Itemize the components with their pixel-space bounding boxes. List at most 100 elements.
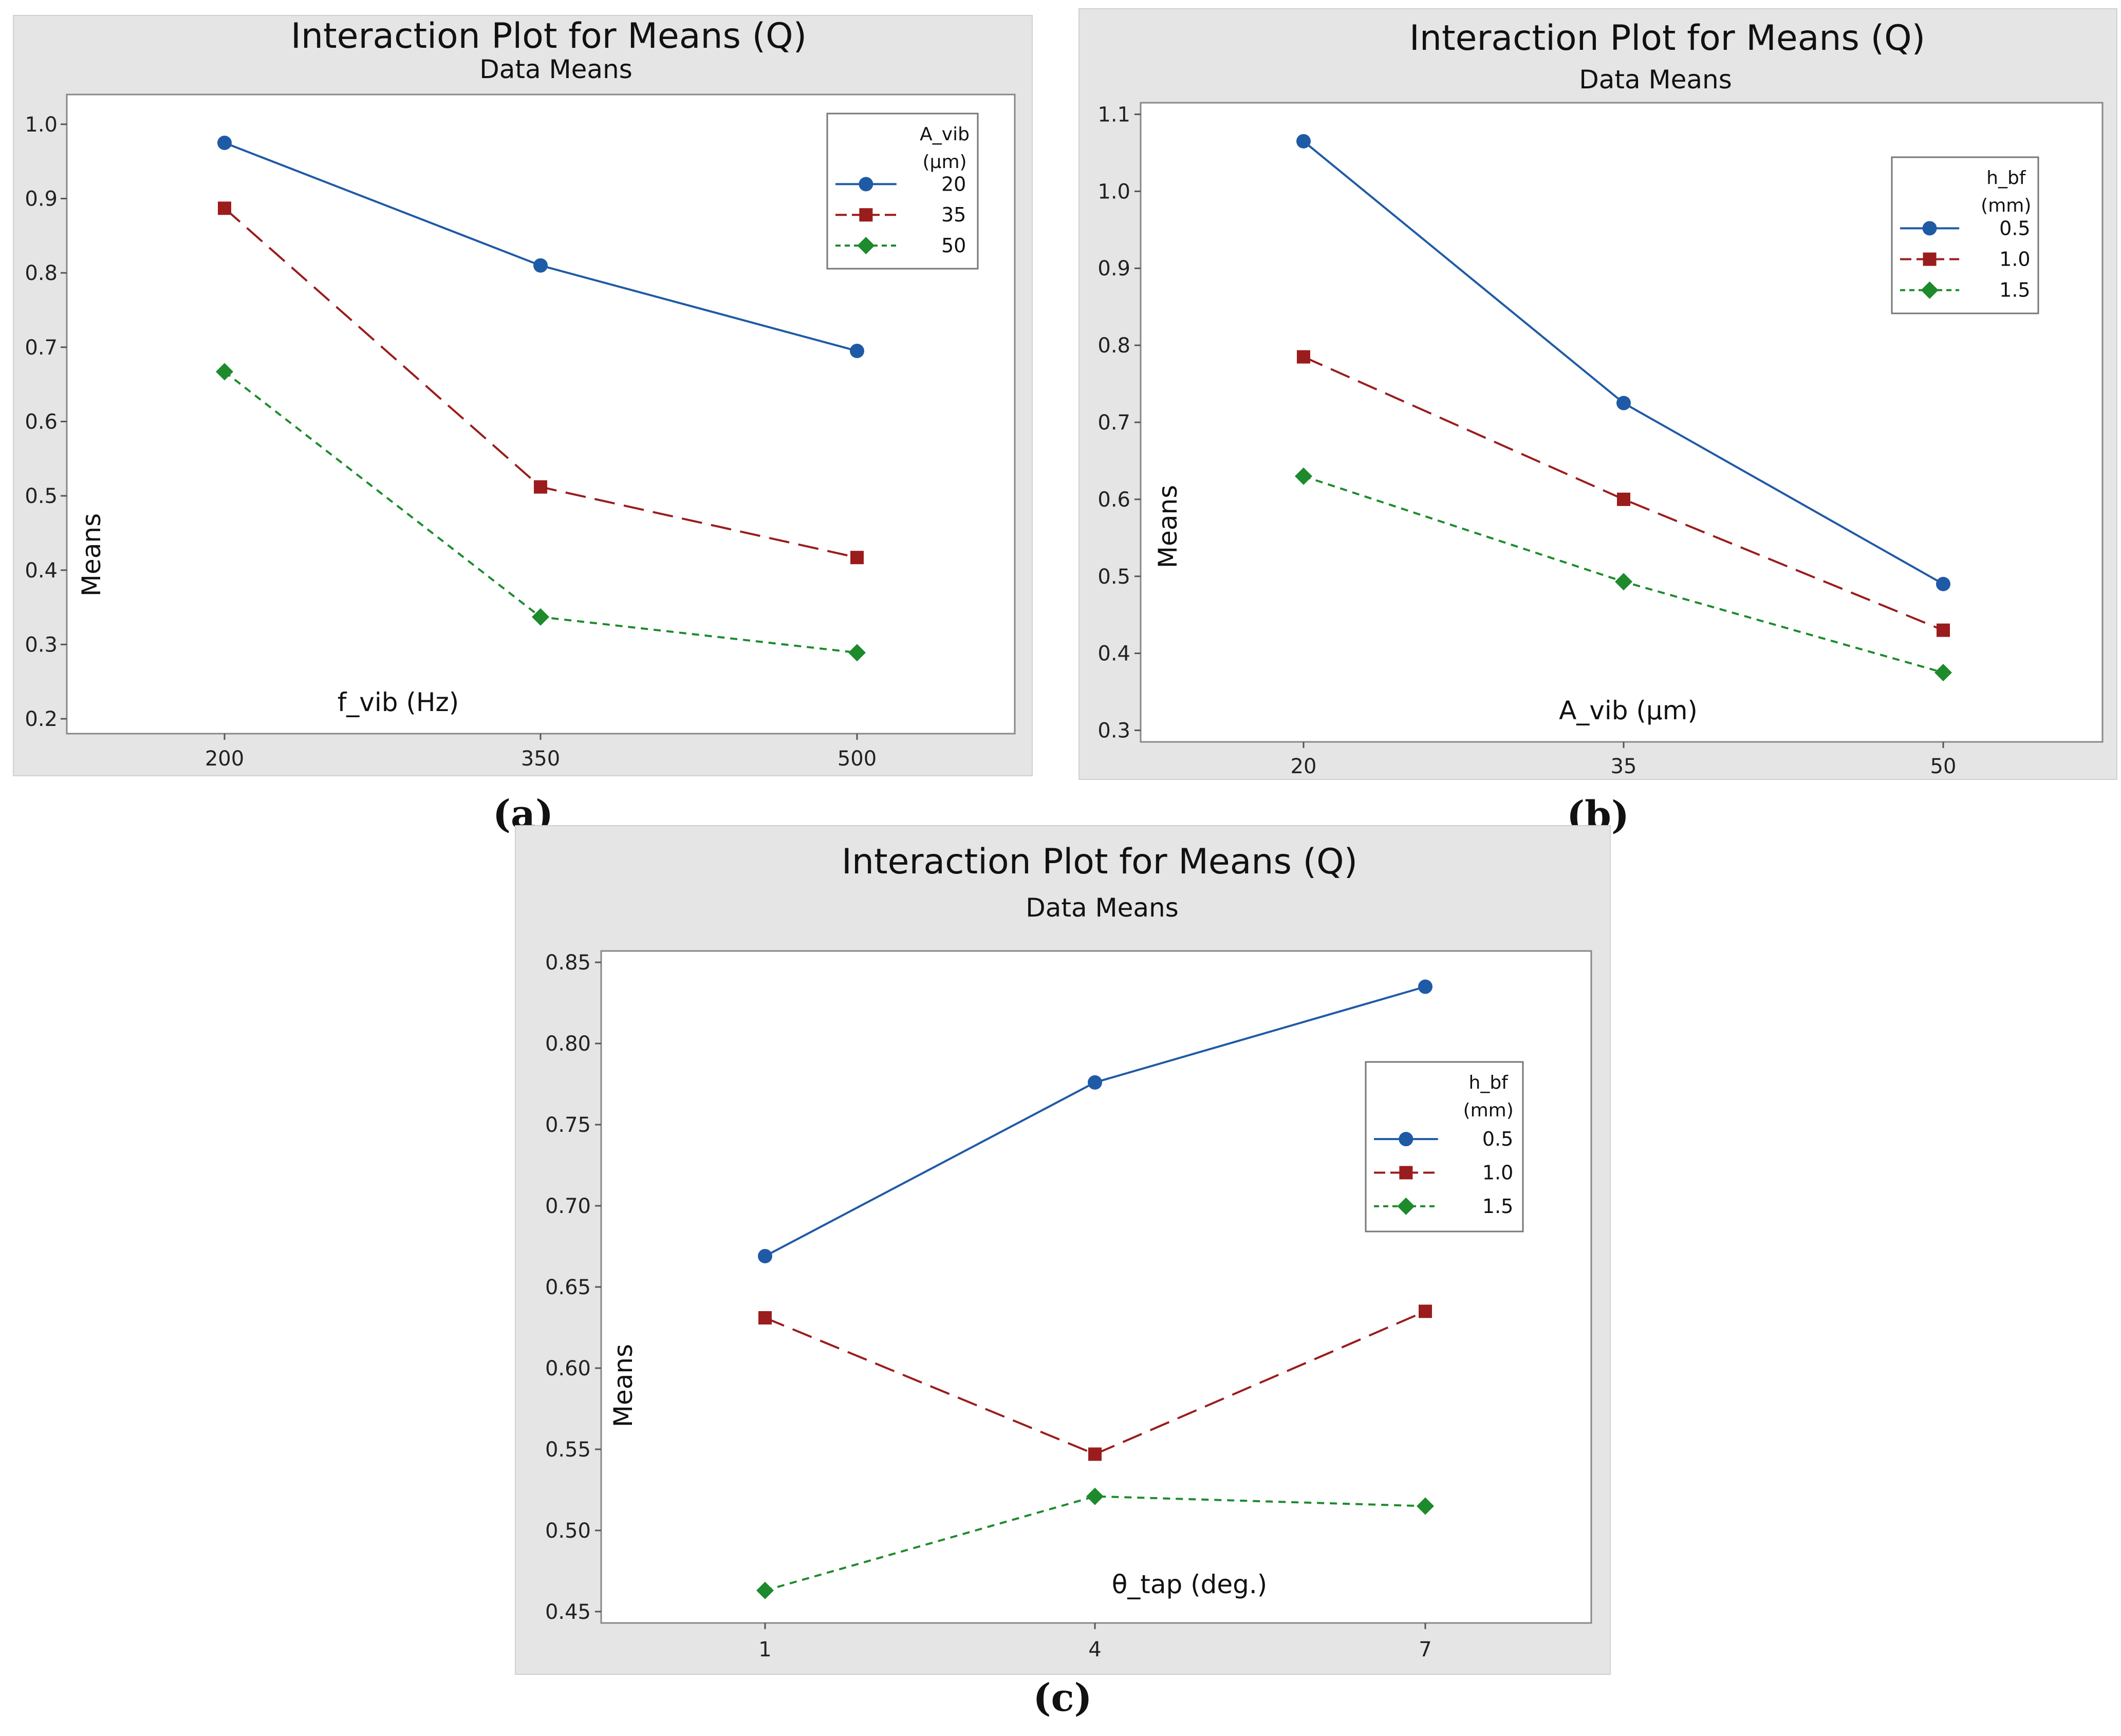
chart-3: Interaction Plot for Means (Q) Data Means…	[515, 825, 1611, 1675]
y-tick-label: 0.6	[25, 410, 58, 434]
data-point	[217, 136, 232, 151]
x-tick-label: 500	[838, 747, 877, 771]
y-tick-label: 0.9	[1097, 257, 1130, 281]
legend-entry-label: 35	[941, 203, 966, 226]
data-point	[534, 480, 547, 494]
chart-title: Interaction Plot for Means (Q)	[1409, 18, 1925, 59]
y-tick-label: 1.1	[1097, 103, 1130, 126]
legend-box	[1891, 156, 2039, 314]
data-point	[850, 551, 864, 565]
legend-marker	[1399, 1166, 1413, 1180]
legend-marker	[1923, 252, 1937, 266]
legend-marker	[1399, 1132, 1413, 1147]
data-point	[1418, 979, 1432, 994]
y-axis-label: Means	[1153, 485, 1183, 568]
chart-1: Interaction Plot for Means (Q)Data Means…	[13, 15, 1033, 776]
y-axis-label: Means	[608, 1344, 638, 1427]
y-tick-label: 0.5	[1097, 565, 1130, 589]
y-tick-label: 0.85	[545, 951, 591, 975]
legend-unit: (µm)	[923, 152, 967, 173]
data-point	[848, 644, 866, 662]
data-point	[1419, 1304, 1432, 1318]
legend-entry-label: 1.0	[1999, 248, 2030, 271]
y-tick-label: 0.3	[1097, 719, 1130, 743]
legend-entry-label: 1.0	[1482, 1161, 1513, 1184]
x-tick-label: 200	[205, 747, 244, 771]
y-tick-label: 0.70	[545, 1194, 591, 1218]
y-tick-label: 0.55	[545, 1438, 591, 1462]
x-tick-label: 4	[1088, 1638, 1101, 1662]
chart-subtitle: Data Means	[479, 54, 632, 84]
data-point	[1295, 467, 1312, 485]
data-point	[756, 1581, 774, 1599]
legend: h_bf (mm) 0.5 1.0 1.5	[1365, 1061, 1524, 1233]
legend-entry-label: 1.5	[1482, 1195, 1513, 1218]
legend-box	[826, 113, 979, 270]
legend-marker	[857, 237, 875, 255]
y-tick-label: 0.7	[1097, 411, 1130, 435]
legend-box	[1365, 1061, 1524, 1233]
series-line-1.0	[1303, 356, 1944, 631]
legend-marker	[1922, 221, 1937, 236]
y-tick-label: 0.5	[25, 484, 58, 508]
y-tick-label: 1.0	[1097, 180, 1130, 203]
y-tick-label: 0.7	[25, 336, 58, 360]
legend-title: h_bf	[1986, 167, 2026, 189]
legend-marker	[859, 208, 873, 222]
legend-marker	[859, 177, 873, 192]
data-point	[216, 363, 233, 381]
y-axis-label: Means	[77, 513, 106, 596]
data-point	[1086, 1487, 1104, 1505]
y-tick-label: 0.60	[545, 1357, 591, 1380]
series-line-1.0	[765, 1310, 1426, 1455]
data-point	[1617, 492, 1630, 506]
data-point	[1088, 1075, 1102, 1090]
data-point	[1934, 664, 1952, 682]
y-tick-label: 0.2	[25, 707, 58, 731]
data-point	[1417, 1497, 1434, 1515]
legend-marker	[1921, 281, 1939, 299]
x-axis-label: A_vib (µm)	[1559, 696, 1698, 725]
data-point	[218, 201, 231, 215]
legend-entry-label: 50	[941, 234, 966, 257]
x-tick-label: 7	[1419, 1638, 1431, 1662]
data-point	[758, 1311, 772, 1325]
legend-entry-label: 1.5	[1999, 279, 2030, 302]
legend-title: h_bf	[1469, 1072, 1509, 1093]
chart-title: Interaction Plot for Means (Q)	[842, 842, 1357, 882]
panel-label: (c)	[1033, 1676, 1092, 1720]
data-point	[1936, 576, 1950, 591]
y-tick-label: 0.9	[25, 188, 58, 211]
x-tick-label: 350	[521, 747, 560, 771]
chart-title: Interaction Plot for Means (Q)	[291, 16, 807, 57]
y-tick-label: 0.80	[545, 1032, 591, 1056]
plot-area	[600, 950, 1592, 1624]
data-point	[1615, 573, 1632, 591]
chart-subtitle: Data Means	[1026, 893, 1179, 923]
data-point	[532, 608, 549, 626]
y-tick-label: 0.4	[25, 559, 58, 583]
data-point	[533, 258, 548, 273]
x-tick-label: 1	[758, 1638, 771, 1662]
x-axis-label: θ_tap (deg.)	[1112, 1570, 1268, 1599]
y-tick-label: 0.45	[545, 1600, 591, 1624]
y-tick-label: 0.65	[545, 1276, 591, 1299]
chart-subtitle: Data Means	[1579, 65, 1732, 95]
data-point	[1616, 396, 1631, 410]
x-axis-label: f_vib (Hz)	[338, 687, 459, 717]
legend-entry-label: 0.5	[1999, 217, 2030, 239]
y-tick-label: 0.4	[1097, 642, 1130, 666]
data-point	[850, 344, 864, 359]
y-tick-label: 0.8	[25, 262, 58, 285]
legend-unit: (mm)	[1981, 195, 2031, 216]
legend: A_vib (µm)20 35 50	[826, 113, 979, 270]
y-tick-label: 0.8	[1097, 334, 1130, 358]
x-tick-label: 35	[1611, 755, 1637, 778]
legend-entry-label: 0.5	[1482, 1128, 1513, 1150]
data-point	[1088, 1447, 1102, 1461]
y-tick-label: 1.0	[25, 113, 58, 137]
x-tick-label: 20	[1291, 755, 1317, 778]
data-point	[758, 1248, 772, 1263]
y-tick-label: 0.6	[1097, 488, 1130, 512]
